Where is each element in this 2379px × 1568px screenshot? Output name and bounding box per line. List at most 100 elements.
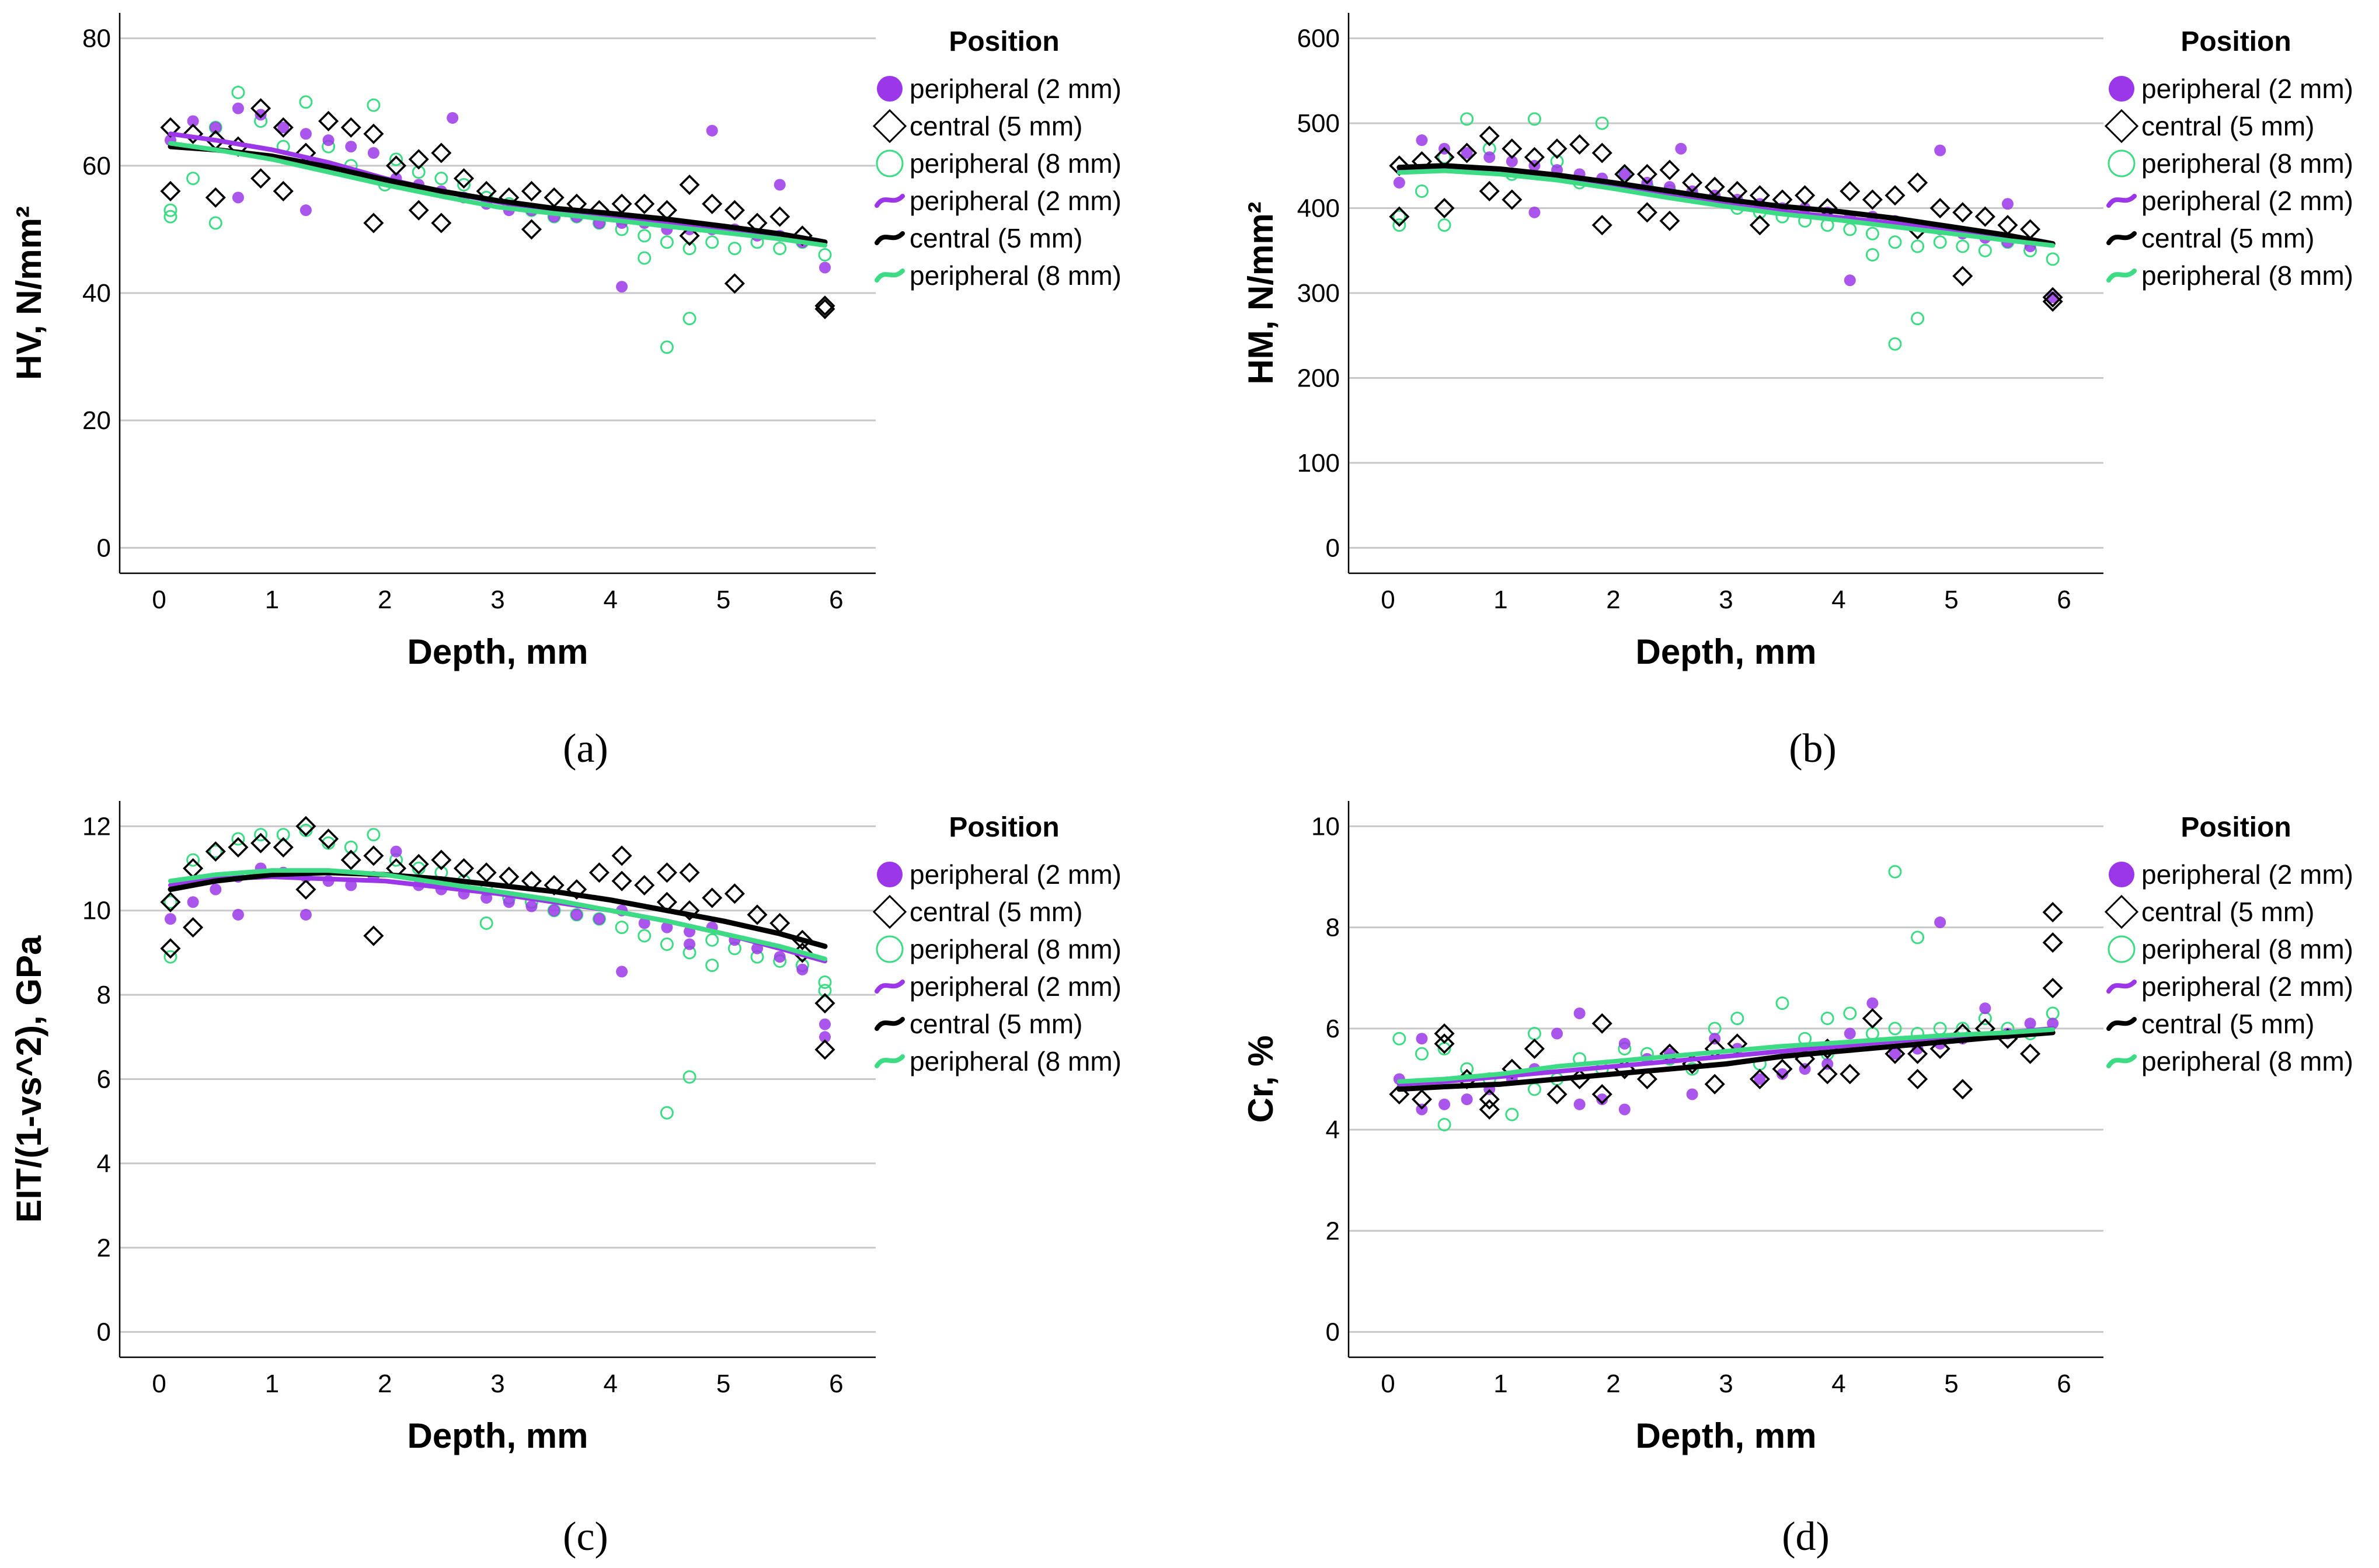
data-point: [183, 917, 204, 938]
data-point: [792, 225, 813, 246]
x-tick-label: 3: [1719, 1370, 1733, 1398]
data-point: [1675, 142, 1687, 155]
legend-swatch: [2106, 269, 2137, 283]
data-point: [1636, 163, 1657, 184]
data-point: [1907, 1068, 1928, 1090]
data-point: [1952, 266, 1973, 287]
data-point: [682, 312, 696, 326]
data-point: [2047, 1018, 2059, 1030]
data-point: [638, 251, 652, 265]
data-point: [2046, 252, 2060, 266]
x-tick-label: 4: [1831, 1370, 1845, 1398]
legend-title: Position: [949, 26, 1059, 57]
x-tick-label: 0: [1381, 586, 1395, 614]
legend-label: peripheral (2 mm): [910, 971, 1121, 1002]
data-point: [702, 193, 723, 214]
chart-panel-2: 0 100 200 300 400 500 600 0 1 2 3 4 5 6 Depth, mm HM, N…: [1241, 13, 2353, 771]
data-point: [273, 180, 294, 202]
data-point: [295, 816, 316, 837]
data-point: [340, 849, 361, 870]
legend-swatch: [875, 980, 905, 994]
data-point: [322, 134, 335, 147]
panel-caption: (c): [563, 1514, 608, 1559]
data-point: [205, 187, 226, 208]
data-point: [638, 929, 652, 943]
data-point: [208, 216, 222, 230]
data-point: [684, 938, 696, 950]
data-point: [2024, 1018, 2036, 1030]
data-point: [660, 1106, 674, 1120]
chart-panel-1: 0 20 40 60 80 0 1 2 3 4 5 6 Depth, mm HV, N/mm² Positi…: [9, 13, 1121, 771]
x-tick-label: 4: [604, 586, 618, 614]
y-tick-label: 0: [97, 534, 111, 562]
data-point: [1591, 142, 1612, 163]
legend-swatch: [2106, 194, 2137, 208]
data-point: [254, 828, 268, 842]
data-point: [1618, 1103, 1631, 1116]
x-tick-label: 4: [604, 1370, 618, 1398]
data-point: [2042, 932, 2063, 953]
data-point: [1416, 1033, 1428, 1045]
data-point: [187, 896, 199, 908]
data-point: [1527, 1027, 1541, 1041]
data-point: [682, 242, 696, 256]
legend-swatch: [2108, 149, 2136, 177]
data-point: [521, 219, 542, 240]
data-point: [1479, 180, 1500, 202]
y-tick-label: 600: [1297, 25, 1340, 53]
y-tick-label: 4: [97, 1149, 111, 1178]
data-point: [660, 340, 674, 354]
data-point: [1934, 144, 1946, 156]
x-tick-label: 6: [2057, 1370, 2071, 1398]
data-point: [1907, 172, 1928, 193]
legend-swatch: [875, 1054, 905, 1068]
data-point: [186, 853, 200, 867]
data-point: [1840, 180, 1861, 202]
data-point: [706, 124, 718, 137]
data-point: [1392, 210, 1406, 224]
data-point: [818, 984, 832, 998]
data-point: [1457, 142, 1478, 163]
data-point: [363, 845, 384, 866]
data-point: [616, 281, 628, 293]
series-points-p8: [163, 85, 832, 354]
data-point: [1437, 1117, 1451, 1131]
data-point: [1438, 1098, 1451, 1110]
legend-swatch: [872, 894, 907, 929]
data-point: [570, 908, 583, 921]
data-point: [2020, 1043, 2041, 1064]
data-point: [163, 203, 177, 217]
x-tick-label: 6: [829, 586, 843, 614]
data-point: [1749, 215, 1770, 236]
data-point: [705, 235, 719, 249]
legend-swatch: [876, 149, 904, 177]
legend-swatch: [2106, 231, 2137, 245]
data-point: [724, 273, 745, 294]
data-point: [611, 870, 632, 891]
data-point: [773, 242, 787, 256]
data-point: [1434, 1023, 1455, 1044]
data-point: [814, 993, 835, 1014]
data-point: [679, 862, 700, 883]
legend-label: peripheral (2 mm): [2141, 859, 2353, 890]
data-point: [1393, 176, 1405, 189]
data-point: [1907, 1043, 1928, 1064]
data-point: [1933, 235, 1947, 249]
legend-label: central (5 mm): [910, 1009, 1082, 1039]
data-point: [1659, 159, 1680, 180]
panel-caption: (b): [1789, 726, 1837, 771]
x-tick-label: 1: [265, 1370, 279, 1398]
data-point: [250, 98, 271, 119]
data-point: [1840, 1064, 1861, 1085]
legend-swatch: [2106, 1054, 2137, 1068]
y-axis-title: HV, N/mm²: [9, 206, 48, 380]
data-point: [344, 840, 358, 854]
data-point: [814, 298, 835, 319]
data-point: [476, 862, 497, 883]
data-point: [273, 837, 294, 858]
y-tick-label: 10: [82, 897, 111, 925]
y-tick-label: 2: [1326, 1217, 1340, 1245]
data-point: [1911, 239, 1925, 253]
